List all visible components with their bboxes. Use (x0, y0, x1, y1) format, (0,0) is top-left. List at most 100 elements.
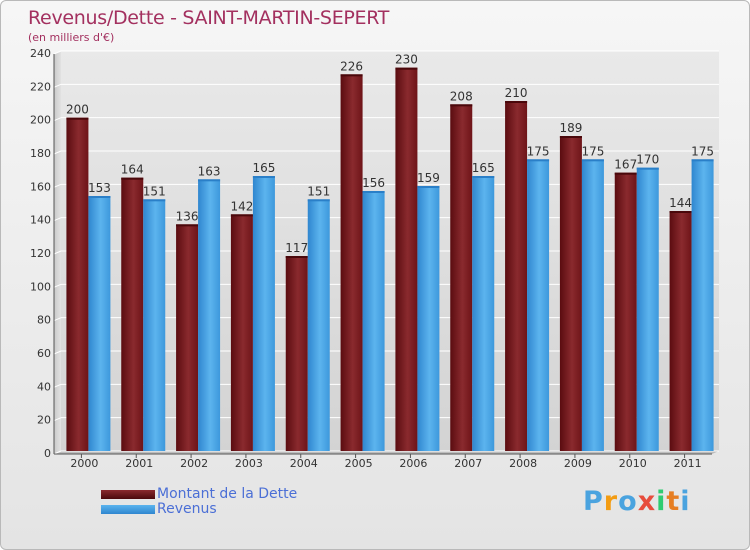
y-tick-label: 40 (37, 380, 51, 393)
bar-dette (669, 211, 692, 451)
data-label-dette: 167 (614, 158, 637, 172)
bar-dette-top (505, 101, 528, 103)
chart-legend: Montant de la Dette Revenus (101, 487, 297, 517)
data-label-revenus: 151 (143, 184, 166, 198)
data-label-dette: 164 (121, 163, 144, 177)
gridline-depth (53, 150, 62, 155)
legend-swatch-revenus (101, 505, 155, 514)
bar-dette-top (450, 104, 473, 107)
bar-dette (340, 74, 363, 451)
data-label-dette: 144 (669, 196, 692, 210)
bar-revenus (143, 199, 166, 451)
y-tick-label: 80 (37, 314, 51, 327)
y-tick-label: 0 (44, 447, 51, 460)
bar-dette-top (121, 177, 144, 180)
y-tick-label: 200 (30, 114, 51, 127)
bar-revenus (527, 159, 550, 452)
gridline-depth (53, 383, 62, 388)
bar-dette (505, 101, 528, 451)
data-label-dette: 136 (176, 209, 199, 223)
bar-revenus-top (417, 186, 440, 188)
data-label-revenus: 165 (252, 161, 275, 175)
bar-revenus (417, 186, 440, 451)
chart-title: Revenus/Dette - SAINT-MARTIN-SEPERT (28, 7, 390, 29)
data-label-dette: 210 (505, 86, 528, 100)
bar-revenus (636, 167, 659, 451)
data-label-revenus: 156 (362, 176, 385, 190)
x-tick-label: 2010 (619, 457, 647, 470)
y-tick-label: 220 (30, 80, 51, 93)
y-tick-label: 20 (37, 414, 51, 427)
bar-revenus-top (198, 179, 221, 182)
bar-revenus-top (88, 196, 111, 198)
logo-letter: r (603, 486, 619, 517)
data-label-dette: 142 (230, 199, 253, 213)
x-tick-label: 2003 (235, 457, 263, 470)
bar-dette-top (669, 211, 692, 213)
bar-revenus (88, 196, 111, 451)
logo-letter: t (666, 486, 681, 517)
data-label-revenus: 151 (307, 184, 330, 198)
plot-floor (54, 451, 719, 454)
data-label-dette: 208 (450, 89, 473, 103)
bar-revenus-top (581, 159, 604, 162)
bar-dette-top (614, 172, 637, 175)
logo-letter: i (680, 486, 691, 517)
data-label-revenus: 175 (581, 144, 604, 158)
data-label-dette: 230 (395, 53, 418, 67)
data-label-revenus: 153 (88, 181, 111, 195)
bar-dette (285, 256, 308, 451)
data-label-dette: 117 (285, 241, 308, 255)
x-tick-label: 2005 (345, 457, 373, 470)
gridline-depth (53, 117, 62, 122)
data-label-revenus: 165 (472, 161, 495, 175)
gridline-depth (53, 50, 62, 55)
x-tick-label: 2007 (454, 457, 482, 470)
bar-dette (395, 67, 418, 452)
bar-dette (559, 136, 582, 451)
gridline-depth (53, 350, 62, 355)
x-tick-label: 2002 (180, 457, 208, 470)
gridline-depth (53, 417, 62, 422)
bar-revenus (581, 159, 604, 452)
y-tick-label: 160 (30, 180, 51, 193)
data-label-revenus: 170 (636, 153, 659, 167)
x-tick-label: 2008 (509, 457, 537, 470)
bar-revenus-top (307, 199, 330, 202)
legend-label-dette: Montant de la Dette (157, 486, 298, 502)
legend-item-dette: Montant de la Dette (101, 487, 297, 502)
bar-revenus-top (143, 199, 166, 202)
gridline-depth (53, 283, 62, 288)
bar-dette-top (395, 67, 418, 70)
bar-revenus (307, 199, 330, 451)
logo-letter: i (656, 486, 667, 517)
gridline-depth (53, 183, 62, 188)
bar-dette-top (285, 256, 308, 258)
y-tick-label: 180 (30, 147, 51, 160)
y-tick-label: 60 (37, 347, 51, 360)
legend-swatch-dette (101, 490, 155, 499)
data-label-dette: 189 (559, 121, 582, 135)
bar-revenus-top (252, 176, 275, 178)
x-tick-label: 2006 (399, 457, 427, 470)
bar-dette-top (66, 117, 89, 120)
gridline-depth (53, 250, 62, 255)
gridline-depth (53, 317, 62, 322)
bar-revenus-top (636, 167, 659, 170)
bar-revenus-top (527, 159, 550, 162)
proxiti-logo: Proxiti (583, 486, 691, 517)
y-tick-label: 240 (30, 47, 51, 60)
x-tick-label: 2004 (290, 457, 318, 470)
data-label-revenus: 175 (527, 144, 550, 158)
bar-dette (176, 224, 199, 451)
logo-letter: o (618, 486, 638, 517)
data-label-revenus: 175 (691, 144, 714, 158)
x-tick-label: 2009 (564, 457, 592, 470)
bar-revenus (198, 179, 221, 452)
legend-item-revenus: Revenus (101, 502, 297, 517)
y-tick-label: 120 (30, 247, 51, 260)
bar-revenus-top (472, 176, 495, 178)
data-label-dette: 200 (66, 103, 89, 117)
bar-revenus-top (691, 159, 714, 162)
